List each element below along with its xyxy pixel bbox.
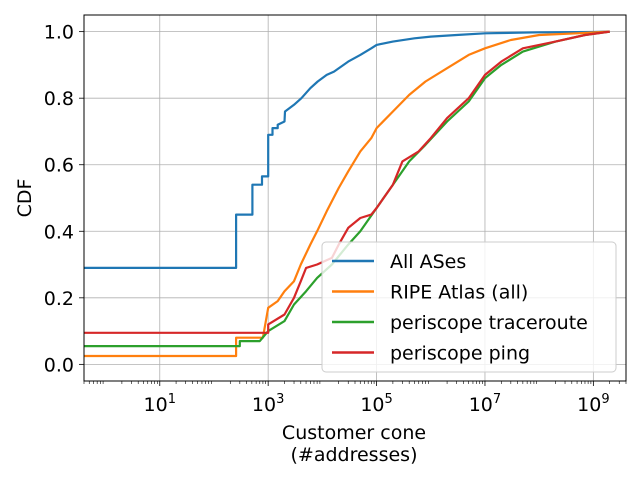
x-axis-ticks: 101 103 105 107 109 (83, 381, 627, 416)
x-tick-label: 103 (252, 392, 284, 416)
y-tick-label: 0.6 (44, 155, 74, 177)
legend-label: periscope traceroute (390, 312, 588, 334)
legend: All ASes RIPE Atlas (all) periscope tracer… (321, 241, 617, 373)
x-axis-label: Customer cone (282, 422, 426, 444)
series-line-1 (84, 30, 610, 269)
legend-label: All ASes (390, 251, 466, 273)
x-tick-label: 109 (577, 392, 609, 416)
legend-label: RIPE Atlas (all) (390, 282, 528, 304)
y-tick-label: 0.8 (44, 88, 74, 110)
series-line-4 (84, 30, 610, 334)
legend-label: periscope ping (390, 343, 530, 365)
x-tick-label: 105 (360, 392, 392, 416)
y-tick-label: 0.4 (44, 221, 74, 243)
y-tick-label: 0.0 (44, 354, 74, 376)
y-axis-ticks: 0.0 0.2 0.4 0.6 0.8 1.0 (44, 22, 84, 376)
x-tick-label: 101 (144, 392, 176, 416)
legend-box (321, 241, 617, 373)
x-axis-label-unit: (#addresses) (291, 444, 418, 466)
y-tick-label: 1.0 (44, 22, 74, 44)
y-axis-label: CDF (14, 179, 36, 218)
x-tick-label: 107 (469, 392, 501, 416)
y-tick-label: 0.2 (44, 288, 74, 310)
series-line-2 (84, 30, 610, 358)
series-lines (84, 30, 610, 358)
